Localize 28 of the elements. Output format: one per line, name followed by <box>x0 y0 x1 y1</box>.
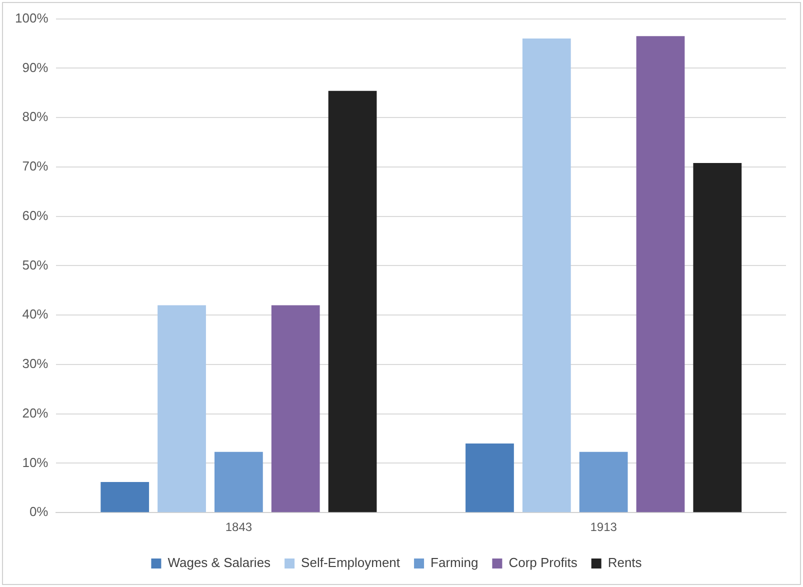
bar <box>214 452 263 512</box>
legend-label: Rents <box>608 555 642 570</box>
x-tick-label: 1843 <box>225 520 252 534</box>
bar <box>522 38 571 512</box>
bar <box>328 90 377 512</box>
bar <box>466 443 514 512</box>
legend-label: Corp Profits <box>508 555 578 570</box>
y-tick-label: 30% <box>22 356 49 372</box>
legend-label: Self-Employment <box>301 555 400 570</box>
bar <box>271 305 320 512</box>
x-tick-label: 1913 <box>590 520 618 534</box>
legend-label: Farming <box>430 555 478 570</box>
legend-label: Wages & Salaries <box>168 555 272 570</box>
bar <box>636 36 685 512</box>
bar <box>579 452 628 512</box>
y-tick-label: 90% <box>22 60 49 75</box>
bar <box>158 305 206 512</box>
bar <box>693 162 742 512</box>
y-tick-label: 0% <box>29 504 49 520</box>
y-tick-label: 80% <box>22 109 49 124</box>
y-tick-label: 10% <box>22 454 49 470</box>
y-tick-label: 20% <box>22 405 49 420</box>
bar <box>100 482 150 512</box>
y-tick-label: 60% <box>22 208 49 223</box>
y-tick-label: 70% <box>22 158 49 174</box>
y-tick-label: 100% <box>15 10 49 26</box>
y-tick-label: 50% <box>22 257 49 272</box>
y-tick-label: 40% <box>22 306 49 322</box>
